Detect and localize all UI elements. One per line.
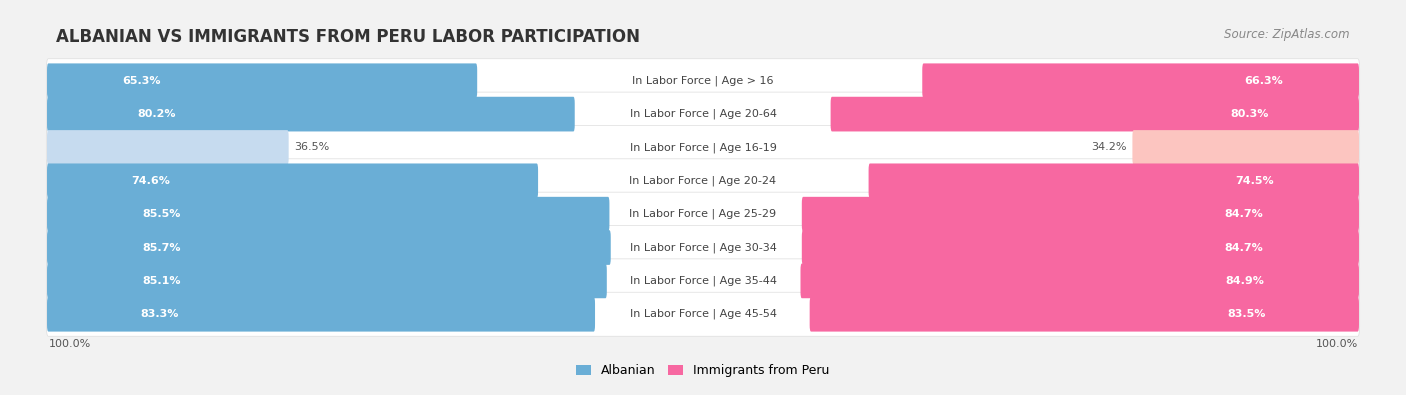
- Text: 34.2%: 34.2%: [1091, 143, 1128, 152]
- FancyBboxPatch shape: [46, 159, 1360, 203]
- Text: 83.5%: 83.5%: [1227, 309, 1265, 319]
- FancyBboxPatch shape: [831, 97, 1360, 132]
- FancyBboxPatch shape: [800, 263, 1360, 298]
- Legend: Albanian, Immigrants from Peru: Albanian, Immigrants from Peru: [576, 364, 830, 377]
- Text: 66.3%: 66.3%: [1244, 76, 1284, 86]
- FancyBboxPatch shape: [46, 292, 1360, 336]
- FancyBboxPatch shape: [46, 297, 595, 331]
- Text: In Labor Force | Age 35-44: In Labor Force | Age 35-44: [630, 276, 776, 286]
- FancyBboxPatch shape: [810, 297, 1360, 331]
- Text: 74.5%: 74.5%: [1236, 176, 1274, 186]
- Text: 84.9%: 84.9%: [1225, 276, 1264, 286]
- Text: 83.3%: 83.3%: [141, 309, 179, 319]
- FancyBboxPatch shape: [46, 97, 575, 132]
- Text: 100.0%: 100.0%: [48, 339, 90, 349]
- FancyBboxPatch shape: [801, 230, 1360, 265]
- Text: 85.1%: 85.1%: [142, 276, 180, 286]
- Text: 85.7%: 85.7%: [142, 243, 181, 252]
- FancyBboxPatch shape: [46, 226, 1360, 269]
- FancyBboxPatch shape: [869, 164, 1360, 198]
- Text: Source: ZipAtlas.com: Source: ZipAtlas.com: [1225, 28, 1350, 41]
- Text: 84.7%: 84.7%: [1225, 243, 1264, 252]
- FancyBboxPatch shape: [46, 263, 607, 298]
- Text: In Labor Force | Age 20-64: In Labor Force | Age 20-64: [630, 109, 776, 119]
- Text: 65.3%: 65.3%: [122, 76, 162, 86]
- Text: 80.2%: 80.2%: [138, 109, 176, 119]
- FancyBboxPatch shape: [922, 64, 1360, 98]
- Text: In Labor Force | Age 20-24: In Labor Force | Age 20-24: [630, 175, 776, 186]
- FancyBboxPatch shape: [46, 259, 1360, 303]
- FancyBboxPatch shape: [801, 197, 1360, 231]
- Text: In Labor Force | Age > 16: In Labor Force | Age > 16: [633, 75, 773, 86]
- Text: ALBANIAN VS IMMIGRANTS FROM PERU LABOR PARTICIPATION: ALBANIAN VS IMMIGRANTS FROM PERU LABOR P…: [56, 28, 640, 46]
- Text: 80.3%: 80.3%: [1230, 109, 1268, 119]
- Text: In Labor Force | Age 30-34: In Labor Force | Age 30-34: [630, 242, 776, 253]
- FancyBboxPatch shape: [46, 130, 288, 165]
- FancyBboxPatch shape: [46, 92, 1360, 136]
- Text: 74.6%: 74.6%: [132, 176, 170, 186]
- FancyBboxPatch shape: [46, 64, 477, 98]
- Text: 36.5%: 36.5%: [294, 143, 329, 152]
- Text: In Labor Force | Age 45-54: In Labor Force | Age 45-54: [630, 309, 776, 320]
- FancyBboxPatch shape: [1132, 130, 1360, 165]
- Text: 85.5%: 85.5%: [142, 209, 181, 219]
- Text: In Labor Force | Age 25-29: In Labor Force | Age 25-29: [630, 209, 776, 220]
- FancyBboxPatch shape: [46, 126, 1360, 169]
- FancyBboxPatch shape: [46, 59, 1360, 103]
- Text: 100.0%: 100.0%: [1316, 339, 1358, 349]
- FancyBboxPatch shape: [46, 230, 610, 265]
- Text: In Labor Force | Age 16-19: In Labor Force | Age 16-19: [630, 142, 776, 153]
- Text: 84.7%: 84.7%: [1225, 209, 1264, 219]
- FancyBboxPatch shape: [46, 197, 609, 231]
- FancyBboxPatch shape: [46, 164, 538, 198]
- FancyBboxPatch shape: [46, 192, 1360, 236]
